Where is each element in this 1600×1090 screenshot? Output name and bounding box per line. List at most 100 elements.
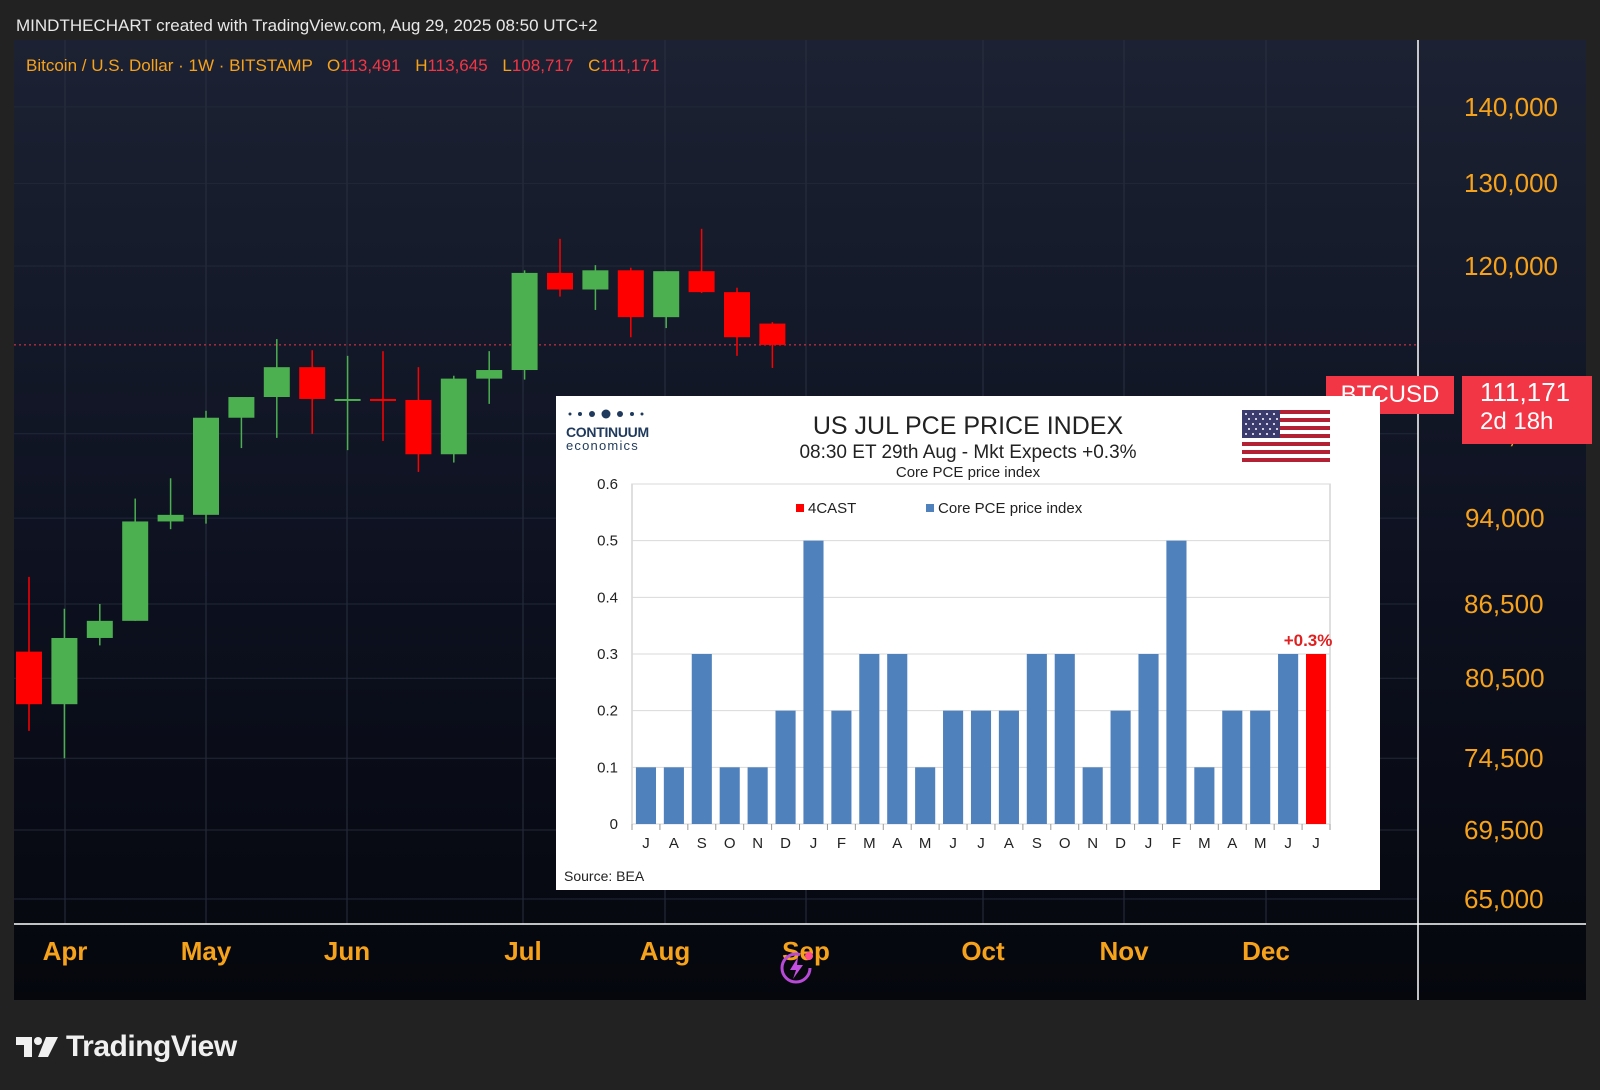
inset-y-tick-label: 0.2 (597, 703, 618, 720)
inset-y-tick-label: 0.6 (597, 476, 618, 493)
continuum-logo: CONTINUUM economics (566, 406, 666, 453)
bar-countdown: 2d 18h (1480, 408, 1554, 435)
price-axis-label: 120,000 (1464, 251, 1558, 281)
candle-body (299, 367, 326, 399)
logo-text-bottom: economics (566, 438, 639, 453)
candle-body (547, 272, 573, 290)
inset-x-tick-label: S (697, 835, 707, 852)
legend-label-core-pce: Core PCE price index (938, 500, 1083, 517)
current-price-tag: 111,171 2d 18h (1462, 376, 1592, 444)
inset-x-tick-label: O (1059, 835, 1071, 852)
candle-body (440, 378, 467, 455)
pce-bar (970, 710, 992, 824)
close-label: C (588, 56, 601, 75)
price-axis-label: 86,500 (1464, 589, 1544, 619)
open-value: 113,491 (340, 56, 401, 75)
pce-bar (1278, 654, 1299, 824)
inset-x-tick-label: J (1145, 835, 1153, 852)
low-label: L (502, 56, 512, 75)
pce-inset: 0 0.1 0.2 0.3 0.4 0.5 0.6 J A S O N D J F M A M J J A S O N D J F M… (556, 396, 1380, 890)
candle-body (617, 270, 644, 318)
pce-bar (1138, 654, 1159, 824)
pce-bar (1166, 540, 1187, 824)
inset-x-tick-label: J (977, 835, 985, 852)
legend-label-4cast: 4CAST (808, 500, 856, 517)
time-axis-label: Jul (504, 936, 542, 966)
inset-x-tick-label: N (752, 835, 763, 852)
time-axis-label: Oct (961, 936, 1005, 966)
price-axis-label: 65,000 (1464, 884, 1544, 915)
pce-bar (635, 767, 657, 824)
high-value: 113,645 (427, 56, 488, 75)
inset-y-tick-label: 0 (610, 816, 618, 833)
pce-bar (943, 710, 964, 824)
inset-x-tick-label: D (1115, 835, 1126, 852)
candle-body (16, 651, 42, 705)
candle-body (405, 399, 432, 455)
price-axis-label: 80,500 (1465, 663, 1545, 694)
inset-source: Source: BEA (564, 868, 645, 884)
pce-bar (1222, 710, 1243, 824)
pce-bar (1054, 654, 1075, 824)
candle-body (370, 398, 396, 401)
inset-subtitle: 08:30 ET 29th Aug - Mkt Expects +0.3% (799, 442, 1137, 463)
tradingview-logo[interactable]: TradingView (16, 1030, 237, 1064)
inset-x-tick-label: A (1227, 835, 1237, 852)
time-axis-label: Jun (323, 936, 371, 966)
inset-x-tick-label: J (949, 835, 957, 852)
inset-x-tick-label: O (724, 835, 736, 852)
inset-x-tick-label: J (1312, 835, 1320, 852)
logo-text-top: CONTINUUM (566, 424, 649, 440)
time-axis-label: Aug (639, 936, 691, 966)
pce-bar (998, 710, 1019, 824)
tradingview-brand: TradingView (66, 1030, 237, 1063)
forecast-bar (1305, 654, 1327, 824)
pce-bar (915, 767, 936, 824)
time-axis-label: May (180, 936, 232, 966)
inset-x-tick-label: J (810, 835, 818, 852)
inset-subtitle-2: Core PCE price index (895, 464, 1041, 481)
candle-body (157, 514, 184, 522)
candle-body (51, 637, 78, 705)
pce-bar (719, 767, 740, 824)
pce-bar (1194, 767, 1215, 824)
candle-body (688, 271, 715, 293)
pce-bar (887, 654, 908, 824)
current-price: 111,171 (1480, 377, 1571, 407)
chart-credit: MINDTHECHART created with TradingView.co… (16, 16, 598, 35)
pce-bar-chart: 00.10.20.30.40.50.6J A S O N D J F M A M J J A S O N D J F M… (597, 476, 1333, 852)
candle-body (759, 323, 786, 345)
inset-x-tick-label: J (642, 835, 650, 852)
candle-body (193, 417, 219, 515)
tradingview-logo-icon (16, 1037, 58, 1057)
candlestick-chart[interactable] (14, 40, 1586, 1000)
inset-x-tick-label: S (1032, 835, 1042, 852)
inset-x-tick-label: M (1254, 835, 1267, 852)
inset-y-tick-label: 0.1 (597, 759, 618, 776)
time-axis-label: Apr (42, 936, 88, 966)
pce-bar (775, 710, 796, 824)
open-label: O (327, 56, 341, 75)
inset-y-tick-label: 0.4 (597, 589, 618, 606)
inset-x-tick-label: A (1004, 835, 1014, 852)
inset-y-tick-label: 0.5 (597, 533, 618, 550)
candle-body (653, 271, 680, 318)
pce-bar (803, 540, 824, 824)
close-value: 111,171 (600, 56, 660, 75)
candle-body (582, 270, 609, 290)
price-axis-label: 69,500 (1464, 814, 1544, 845)
lightning-icon[interactable] (778, 948, 818, 988)
candle-body (476, 370, 503, 379)
inset-x-tick-label: J (1284, 835, 1292, 852)
high-label: H (415, 56, 428, 75)
legend-swatch-core-pce (926, 504, 934, 512)
forecast-annotation: +0.3% (1284, 631, 1333, 650)
price-axis-label: 130,000 (1464, 168, 1558, 199)
pce-bar (1110, 710, 1131, 824)
price-axis-label: 94,000 (1465, 503, 1545, 534)
inset-x-tick-label: A (892, 835, 902, 852)
price-axis-label: 140,000 (1464, 91, 1558, 122)
logo-dots-icon (568, 409, 644, 419)
candle-body (263, 367, 290, 398)
inset-x-tick-label: M (1198, 835, 1211, 852)
